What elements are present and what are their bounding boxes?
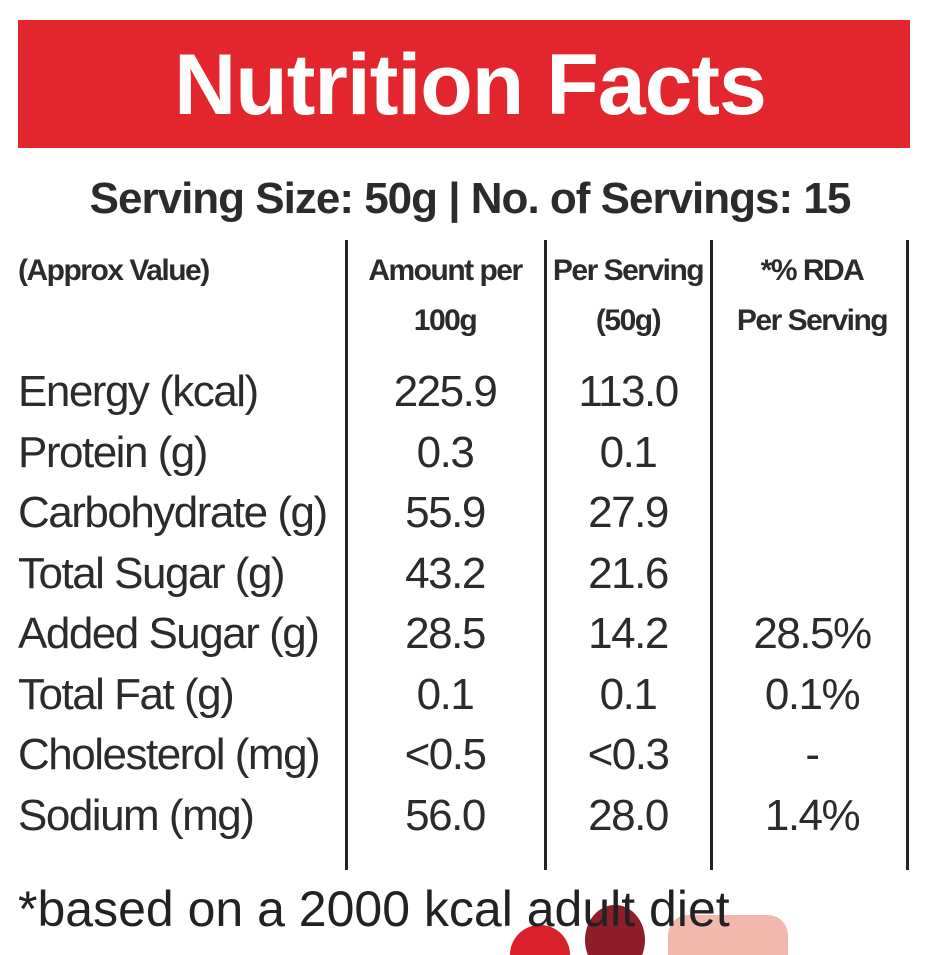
- cell-value: 28.0: [588, 790, 669, 840]
- column-header: Amount per: [368, 254, 523, 287]
- row-label: Cholesterol (mg): [18, 730, 321, 779]
- decoration: [668, 915, 788, 955]
- row-label: Energy (kcal): [18, 367, 259, 416]
- column-header: 100g: [413, 304, 478, 337]
- row-label: Carbohydrate (g): [18, 488, 328, 537]
- footnote: *based on a 2000 kcal adult diet: [18, 881, 730, 937]
- cell-value: 0.1: [599, 427, 658, 477]
- title: Nutrition Facts: [174, 37, 767, 133]
- column-divider: [345, 240, 348, 870]
- column-header: (50g): [595, 304, 662, 337]
- column-header: Per Serving: [552, 254, 705, 287]
- title-banner: [18, 20, 910, 148]
- cell-value: 56.0: [405, 790, 486, 840]
- row-label: Total Sugar (g): [18, 548, 286, 598]
- column-header: Per Serving: [736, 304, 889, 337]
- cell-value: 43.2: [405, 548, 486, 598]
- cell-value: 28.5: [405, 609, 486, 658]
- cell-value: -: [805, 730, 820, 779]
- row-label: Sodium (mg): [18, 790, 255, 840]
- cell-value: <0.3: [587, 730, 670, 779]
- column-divider: [906, 240, 909, 870]
- column-divider: [544, 240, 547, 870]
- column-header: (Approx Value): [18, 254, 210, 287]
- column-divider: [710, 240, 713, 870]
- column-header: *% RDA: [760, 254, 865, 287]
- cell-value: 55.9: [405, 488, 486, 537]
- row-label: Protein (g): [18, 427, 208, 477]
- row-label: Total Fat (g): [18, 669, 235, 719]
- row-label: Added Sugar (g): [18, 609, 320, 658]
- decoration: [585, 905, 645, 955]
- cell-value: 113.0: [578, 367, 679, 416]
- cell-value: 0.1: [416, 669, 475, 719]
- cell-value: 28.5%: [753, 609, 872, 658]
- cell-value: 14.2: [588, 609, 669, 658]
- cell-value: 0.1: [599, 669, 658, 719]
- cell-value: 27.9: [588, 488, 669, 537]
- serving-info: Serving Size: 50g | No. of Servings: 15: [89, 174, 852, 223]
- cell-value: <0.5: [404, 730, 487, 779]
- cell-value: 1.4%: [764, 790, 861, 840]
- cell-value: 21.6: [588, 548, 669, 598]
- cell-value: 225.9: [393, 367, 498, 416]
- cell-value: 0.1%: [764, 669, 861, 719]
- cell-value: 0.3: [416, 427, 475, 477]
